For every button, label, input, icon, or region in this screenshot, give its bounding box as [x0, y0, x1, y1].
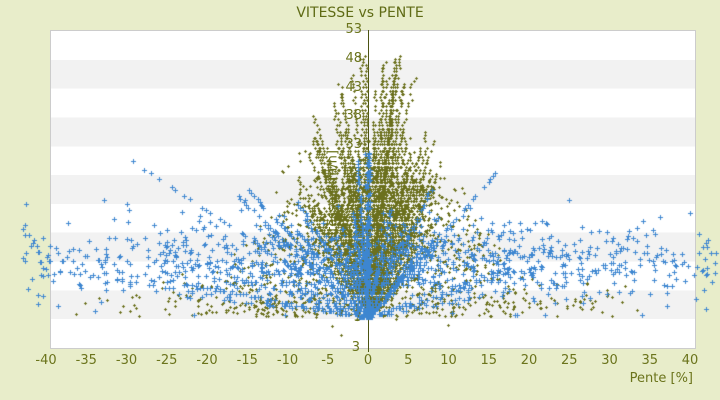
x-tick-label: 0	[363, 353, 373, 368]
y-axis-title: Vitesse [km/h]	[325, 150, 341, 244]
x-tick-label: 15	[480, 353, 498, 368]
y-tick-label: 8	[353, 281, 362, 297]
x-tick-label: -25	[156, 353, 178, 368]
x-tick-label: -30	[115, 353, 138, 368]
x-tick-label: -5	[321, 353, 335, 368]
x-tick-label: 25	[560, 353, 578, 368]
x-tick-label: 40	[681, 353, 699, 368]
y-tick-label: 48	[345, 50, 362, 66]
x-tick-label: -40	[35, 353, 57, 368]
x-tick-label: 35	[641, 353, 659, 368]
chart-title: VITESSE vs PENTE	[296, 5, 424, 21]
y-tick-label: 43	[345, 79, 362, 95]
x-tick-label: -35	[75, 353, 97, 368]
center-vertical-axis-line	[368, 30, 369, 352]
y-tick-label: 38	[345, 108, 362, 124]
y-tick-label: 53	[345, 22, 362, 37]
x-tick-label: 10	[440, 353, 457, 368]
x-tick-label: -10	[276, 353, 299, 368]
x-tick-label: 5	[404, 353, 413, 368]
x-tick-label: -20	[196, 353, 218, 368]
x-axis-title: Pente [%]	[629, 371, 693, 386]
y-tick-label: 13	[345, 252, 362, 268]
plot-area	[50, 30, 696, 349]
x-tick-label: 20	[520, 353, 538, 368]
y-tick-label: 3	[353, 310, 362, 326]
x-tick-label: 30	[601, 353, 618, 368]
x-tick-label: -15	[236, 353, 258, 368]
